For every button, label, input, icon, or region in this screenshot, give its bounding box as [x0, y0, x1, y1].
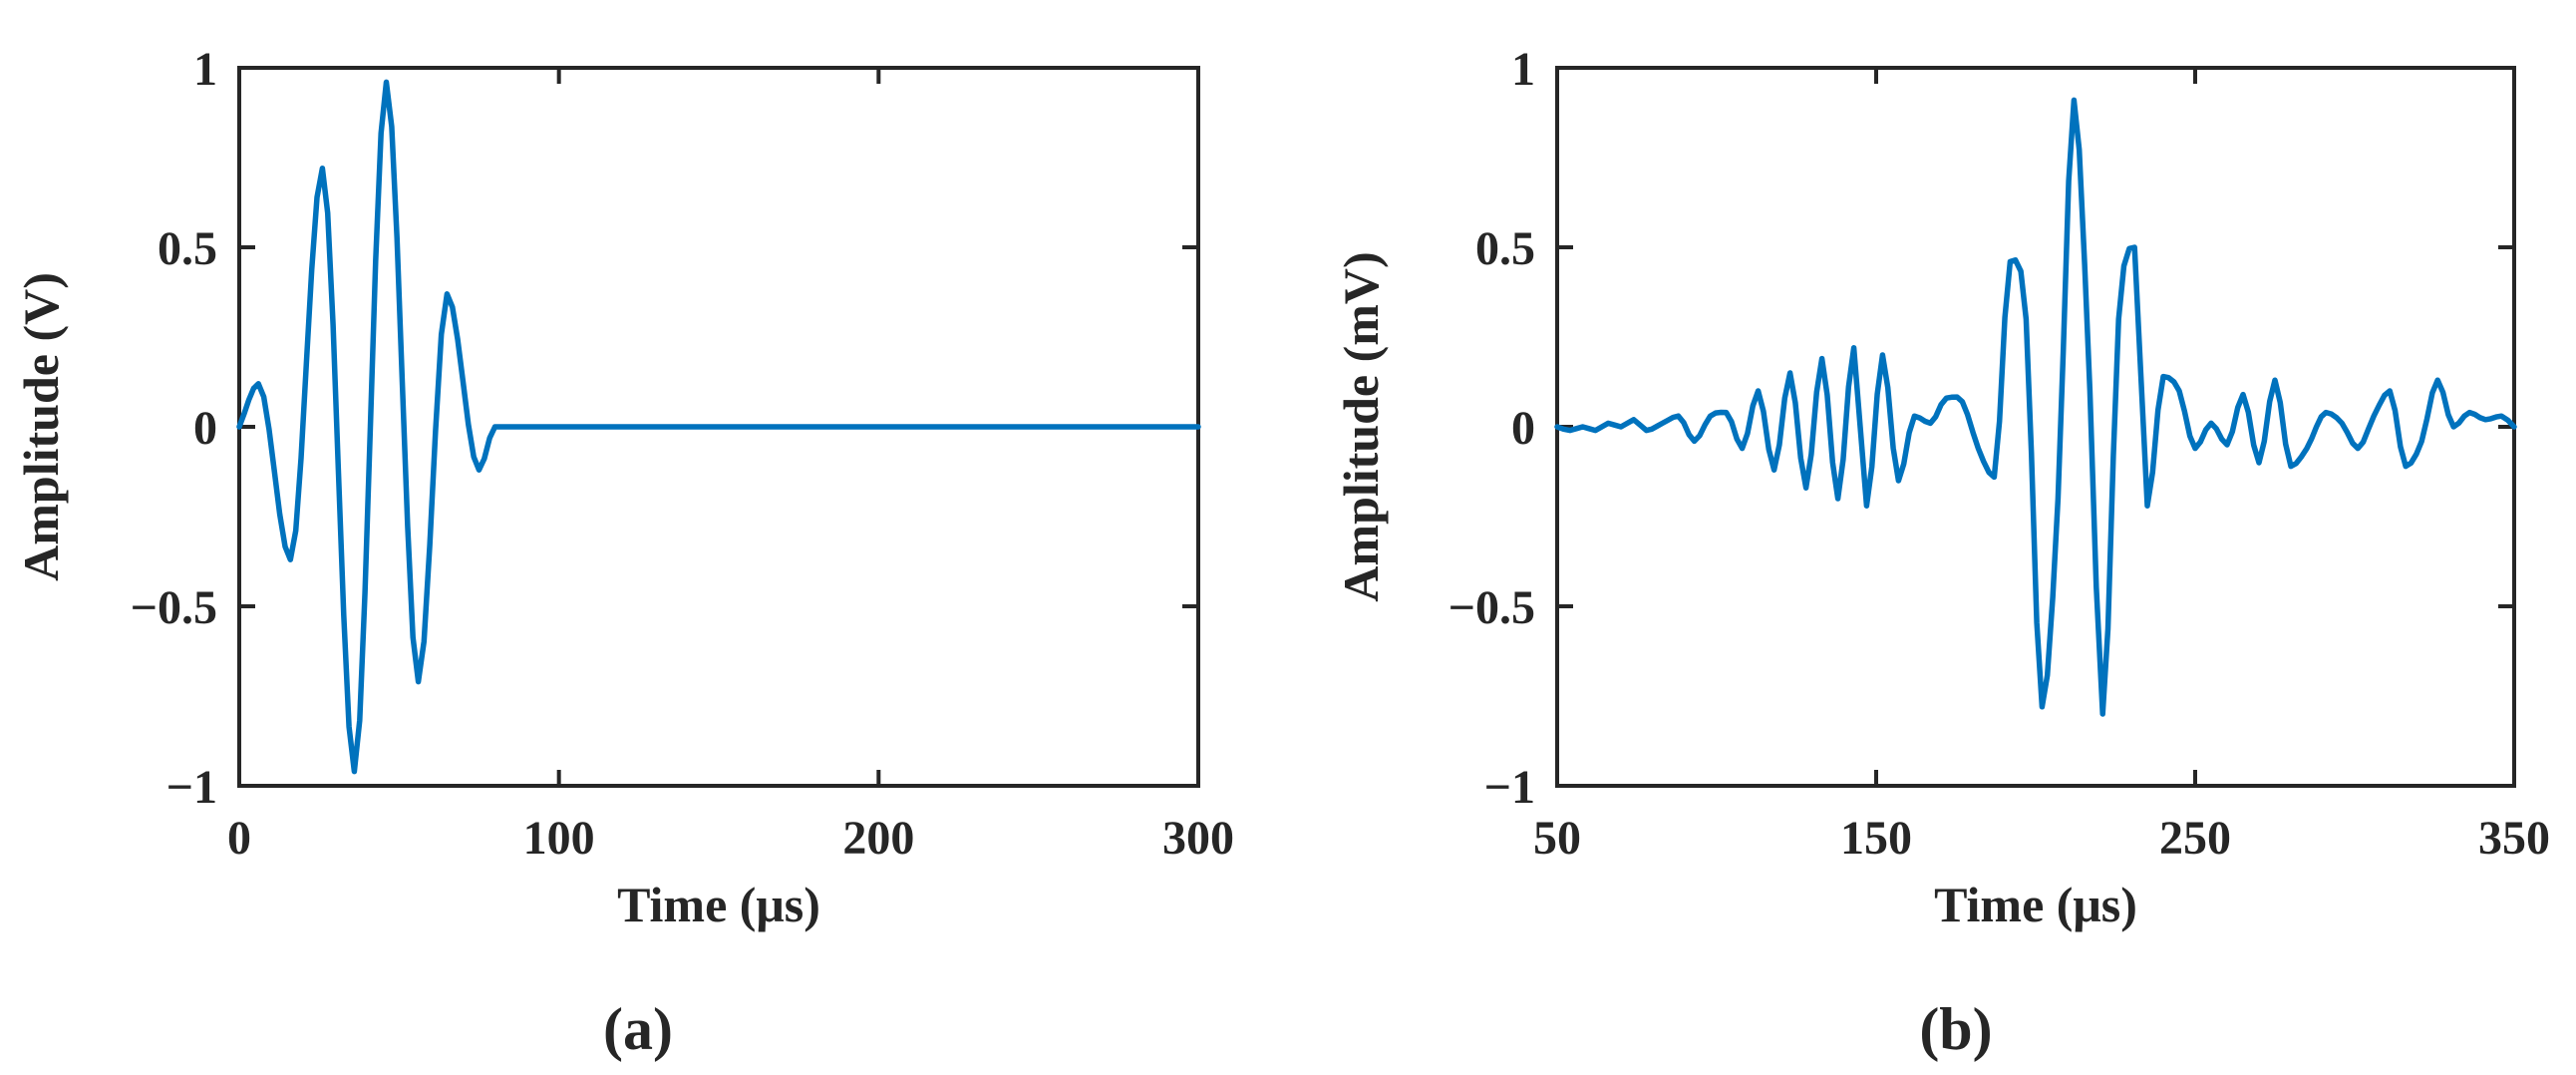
x-tick-label: 0: [227, 812, 251, 865]
y-tick-label: −0.5: [131, 581, 217, 634]
panel-a: 0 100 200 300 −1 −0.5 0 0.5 1 Time (μs) Amplitude …: [13, 43, 1234, 1062]
y-tick-label: 0: [1511, 402, 1535, 455]
y-tick-label: 1: [1511, 43, 1535, 96]
y-axis-title: Amplitude (mV): [1333, 251, 1389, 601]
x-tick-label: 250: [2159, 812, 2231, 865]
y-tick-label: 0.5: [158, 222, 217, 275]
x-tick-label: 300: [1162, 812, 1234, 865]
y-tick-label: −1: [166, 761, 217, 814]
x-tick-label: 150: [1840, 812, 1912, 865]
y-tick-label: 0: [193, 402, 217, 455]
panel-label: (b): [1919, 996, 1992, 1062]
x-tick-label: 350: [2478, 812, 2550, 865]
x-tick-label: 50: [1533, 812, 1581, 865]
y-tick-label: 0.5: [1475, 222, 1535, 275]
y-axis-title: Amplitude (V): [13, 272, 69, 581]
series-line: [236, 79, 1201, 775]
x-tick-label: 200: [842, 812, 914, 865]
panel-b: 50 150 250 350 −1 −0.5 0 0.5 1 Time (μs) Amplitude…: [1333, 43, 2550, 1062]
y-tick-label: −0.5: [1449, 581, 1535, 634]
y-tick-label: 1: [193, 43, 217, 96]
series-line: [1554, 97, 2517, 717]
y-tick-label: −1: [1484, 761, 1535, 814]
x-axis-title: Time (μs): [1934, 877, 2137, 932]
x-tick-label: 100: [523, 812, 595, 865]
panel-label: (a): [603, 996, 673, 1062]
x-axis-title: Time (μs): [617, 877, 820, 932]
